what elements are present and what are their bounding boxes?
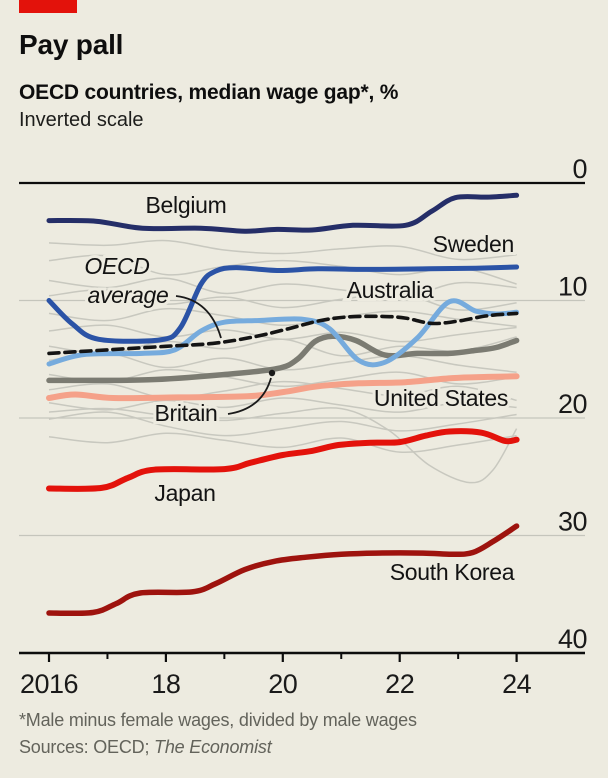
label-united-states: United States [374, 385, 508, 411]
background-country-line-11 [48, 411, 517, 437]
annotation-layer: Belgium Sweden OECD average Australia Britain… [81, 189, 518, 588]
label-oecd: OECD [84, 253, 149, 279]
background-country-line-2 [48, 277, 517, 299]
series-line-sweden [46, 264, 520, 344]
background-country-line-6 [48, 336, 517, 357]
inverted-scale-note: Inverted scale [19, 109, 144, 131]
background-country-line-4 [48, 307, 517, 328]
label-sweden: Sweden [433, 231, 514, 257]
y-tick-label-10: 10 [558, 272, 587, 302]
x-tick-label-2020: 20 [268, 669, 297, 699]
series-line-japan [46, 428, 520, 492]
x-tick-label-2024: 24 [502, 669, 532, 699]
y-tick-label-30: 30 [558, 507, 587, 537]
label-japan: Japan [154, 480, 215, 506]
page-title: Pay pall [19, 29, 124, 60]
axis-layer: 2016 18 20 22 24 0 10 20 30 40 [19, 154, 588, 699]
label-britain: Britain [154, 400, 217, 426]
brand-red-tab [19, 0, 77, 13]
britain-callout [227, 377, 272, 415]
series-line-south-korea [46, 523, 520, 617]
y-tick-label-0: 0 [572, 154, 587, 184]
footnote: *Male minus female wages, divided by mal… [19, 710, 417, 730]
y-tick-label-40: 40 [558, 624, 587, 654]
sources-prefix: Sources: OECD; [19, 737, 155, 757]
label-belgium: Belgium [146, 192, 227, 218]
series-line-united-states [46, 373, 520, 402]
grid-layer [19, 181, 585, 537]
background-country-line-10 [48, 397, 517, 413]
label-australia: Australia [347, 277, 434, 303]
series-line-belgium [46, 192, 520, 234]
background-country-line-0 [48, 239, 517, 261]
series-line-oecd-average [47, 311, 519, 356]
background-country-line-13 [48, 407, 518, 484]
label-south-korea: South Korea [390, 559, 515, 585]
x-tick-label-2016: 2016 [20, 669, 78, 699]
chart-subtitle: OECD countries, median wage gap*, % [19, 81, 399, 104]
britain-callout-dot [268, 369, 276, 377]
y-tick-label-20: 20 [558, 389, 587, 419]
x-tick-label-2022: 22 [385, 669, 414, 699]
x-tick-label-2018: 18 [151, 669, 180, 699]
oecd-average-callout [175, 295, 222, 339]
label-average: average [87, 282, 168, 308]
sources-publication: The Economist [154, 737, 272, 757]
background-country-line-12 [48, 432, 517, 454]
sources-line: Sources: OECD; The Economist [19, 737, 272, 758]
series-layer [46, 192, 520, 617]
background-country-line-9 [48, 380, 517, 402]
